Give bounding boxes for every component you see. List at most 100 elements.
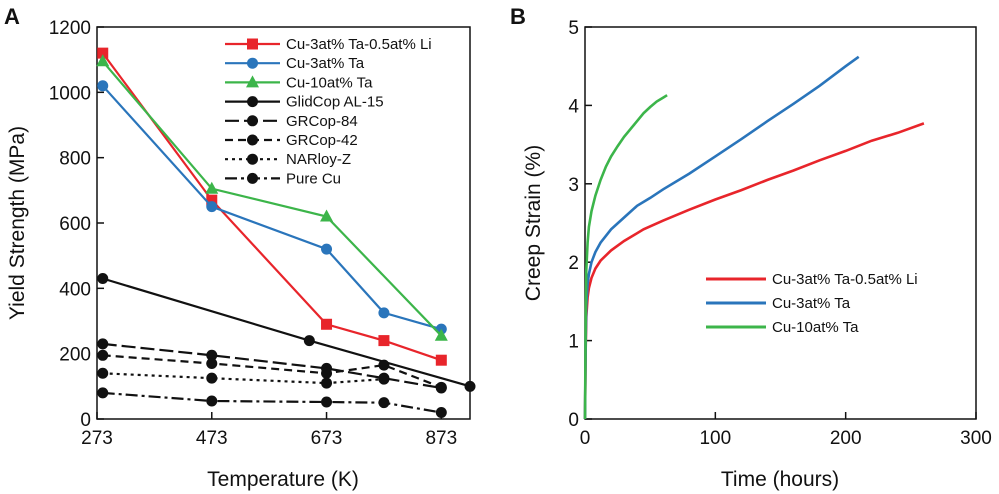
a-data-point [435, 354, 447, 366]
panel-a: A 0 200 400 600 800 1000 1200 273 473 673 873 Cu-… [4, 4, 476, 491]
a-data-point [434, 328, 448, 341]
a-data-point [464, 380, 476, 392]
a-data-point [378, 335, 390, 347]
a-legend-marker [247, 38, 258, 50]
a-data-point [378, 359, 390, 371]
a-legend-label: Cu-10at% Ta [286, 74, 373, 91]
a-y-tick-label: 0 [80, 410, 91, 431]
a-data-point [435, 381, 447, 393]
b-x-tick-label: 0 [580, 428, 591, 449]
a-series-7 [97, 387, 447, 418]
a-series-1 [97, 80, 447, 335]
a-series-5 [97, 349, 447, 393]
a-x-tick-label: 473 [196, 428, 228, 449]
b-y-tick-label: 2 [568, 253, 579, 274]
a-x-tick-label: 873 [425, 428, 457, 449]
a-series-2 [96, 54, 448, 341]
a-series-line [102, 391, 442, 414]
a-series-3 [97, 273, 476, 392]
b-y-tick-label: 1 [568, 332, 579, 353]
a-data-point [321, 396, 333, 408]
a-data-point [378, 307, 390, 319]
a-y-tick-label: 200 [59, 345, 91, 366]
a-data-point [97, 349, 109, 361]
a-legend-marker [247, 153, 258, 165]
a-data-point [97, 387, 109, 399]
a-legend-marker [246, 75, 259, 88]
a-y-tick-label: 1200 [49, 18, 91, 39]
a-y-tick-label: 800 [59, 149, 91, 170]
panel-a-x-axis-label: Temperature (K) [207, 468, 359, 491]
b-y-tick-label: 3 [568, 175, 579, 196]
b-y-tick-label: 4 [568, 96, 579, 117]
a-x-tick-label: 273 [81, 428, 113, 449]
a-series-line [102, 354, 442, 389]
a-legend-label: GRCop-42 [286, 132, 358, 149]
a-data-point [206, 395, 218, 407]
a-data-point [378, 397, 390, 409]
a-y-tick-label: 1000 [49, 83, 91, 104]
panel-b-plot-frame [584, 26, 977, 420]
a-data-point [97, 273, 109, 285]
a-legend-label: Cu-3at% Ta-0.5at% Li [286, 36, 432, 53]
a-legend-marker [247, 134, 258, 146]
panel-a-letter: A [4, 4, 20, 29]
a-data-point [97, 367, 109, 379]
panel-b-x-ticks: 0 100 200 300 [580, 412, 992, 449]
panel-a-y-ticks: 0 200 400 600 800 1000 1200 [49, 18, 104, 431]
a-data-point [206, 194, 218, 206]
a-data-point [206, 349, 218, 361]
panel-b-legend: Cu-3at% Ta-0.5at% Li Cu-3at% Ta Cu-10at% T… [706, 271, 918, 336]
b-series-line [583, 94, 668, 420]
a-data-point [97, 338, 109, 350]
b-series-line [583, 55, 860, 420]
a-data-point [97, 80, 109, 92]
a-legend-marker [247, 115, 258, 127]
a-data-point [205, 181, 219, 194]
panel-a-series [96, 47, 476, 418]
panel-a-plot-frame [96, 26, 471, 420]
panel-b-y-axis-label: Creep Strain (%) [522, 145, 545, 301]
panel-a-y-axis-label: Yield Strength (MPa) [6, 126, 29, 320]
a-legend-label: NARloy-Z [286, 151, 351, 168]
panel-b: B 0 1 2 3 4 5 0 100 200 300 Cu-3at% Ta-0.5at% Li… [510, 4, 992, 491]
a-legend-label: GRCop-84 [286, 113, 358, 130]
a-series-line [102, 372, 384, 385]
a-data-point [206, 201, 218, 213]
a-legend-marker [247, 172, 258, 184]
a-data-point [97, 47, 109, 59]
b-series-2 [583, 94, 668, 420]
a-series-line [101, 60, 443, 337]
b-series-1 [583, 55, 860, 420]
a-series-0 [97, 47, 447, 366]
panel-a-legend: Cu-3at% Ta-0.5at% Li Cu-3at% Ta Cu-10at% T… [225, 36, 432, 187]
panel-b-letter: B [510, 4, 526, 29]
a-legend-marker [247, 57, 258, 69]
a-y-tick-label: 600 [59, 214, 91, 235]
panel-b-series [583, 55, 925, 420]
a-data-point [320, 209, 334, 222]
b-x-tick-label: 300 [960, 428, 992, 449]
a-data-point [303, 335, 315, 347]
b-legend-label: Cu-10at% Ta [772, 319, 859, 336]
a-series-6 [97, 367, 390, 389]
a-data-point [96, 54, 110, 67]
b-x-tick-label: 100 [699, 428, 731, 449]
a-x-tick-label: 673 [311, 428, 343, 449]
a-data-point [321, 367, 333, 379]
a-data-point [206, 372, 218, 384]
a-legend-marker [247, 96, 258, 108]
b-x-tick-label: 200 [830, 428, 862, 449]
a-data-point [321, 318, 333, 330]
a-legend-label: GlidCop AL-15 [286, 94, 384, 111]
b-legend-label: Cu-3at% Ta-0.5at% Li [772, 271, 918, 288]
panel-b-y-ticks: 0 1 2 3 4 5 [568, 18, 592, 431]
b-y-tick-label: 5 [568, 18, 579, 39]
panel-b-x-axis-label: Time (hours) [721, 468, 839, 491]
b-y-tick-label: 0 [568, 410, 579, 431]
a-data-point [435, 406, 447, 418]
a-legend-label: Cu-3at% Ta [286, 55, 365, 72]
a-data-point [321, 243, 333, 255]
a-data-point [206, 357, 218, 369]
